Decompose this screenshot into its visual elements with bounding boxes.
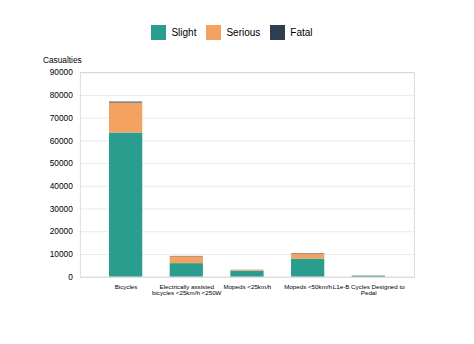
svg-text:Bicycles: Bicycles [115, 283, 138, 290]
svg-text:70000: 70000 [50, 113, 73, 123]
html-text:Fatal: Fatal [290, 27, 313, 38]
svg-text:20000: 20000 [50, 226, 73, 236]
svg-text:10000: 10000 [50, 249, 73, 259]
html-text:Serious: Serious [226, 27, 261, 38]
svg-text:Mopeds <25km/h: Mopeds <25km/h [223, 283, 271, 290]
svg-text:Mopeds <50km/h: Mopeds <50km/h [284, 283, 332, 290]
svg-text:60000: 60000 [50, 136, 73, 146]
svg-text:Casualties: Casualties [43, 55, 82, 65]
svg-text:0: 0 [68, 272, 73, 282]
svg-text:80000: 80000 [50, 90, 73, 100]
svg-text:Electrically assistedbicycles: Electrically assistedbicycles <25km/h <2… [152, 283, 222, 296]
svg-text:90000: 90000 [50, 67, 73, 77]
svg-text:L1e-B Cycles Designed toPedal: L1e-B Cycles Designed toPedal [333, 283, 405, 296]
svg-text:30000: 30000 [50, 204, 73, 214]
svg-text:40000: 40000 [50, 181, 73, 191]
html-text:Slight: Slight [171, 27, 197, 38]
svg-text:50000: 50000 [50, 158, 73, 168]
